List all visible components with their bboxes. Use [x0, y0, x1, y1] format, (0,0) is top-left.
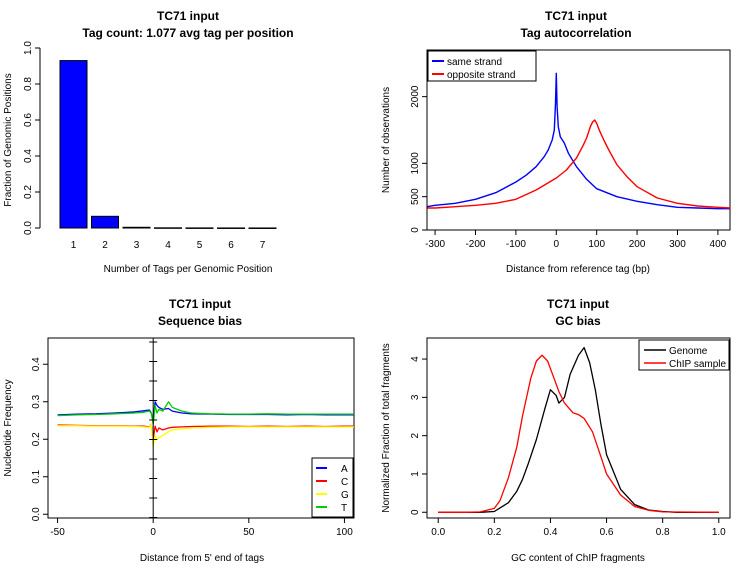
autocorr-x-tick-label: -300	[425, 239, 445, 250]
seqbias-x-tick-label: 0	[150, 527, 156, 538]
gcbias-y-label: Normalized Fraction of total fragments	[381, 343, 392, 513]
gcbias-x-tick-label: 0.6	[600, 527, 614, 538]
gcbias-subtitle: GC bias	[555, 314, 601, 328]
seqbias-y-tick-label: 0.3	[31, 394, 42, 408]
autocorr-y-tick-label: 2000	[410, 85, 421, 108]
gcbias-marks: 0.0 0.2 0.4 0.6 0.8 1.0 0 1 2 3 4	[410, 346, 726, 538]
autocorr-legend: same strand opposite strand	[427, 50, 537, 82]
autocorr-title: TC71 input	[545, 9, 607, 23]
gcbias-y-tick-label: 4	[410, 356, 421, 362]
autocorr-series-opposite-strand	[427, 119, 731, 209]
panel-sequence-bias: TC71 input Sequence bias Distance from 5…	[3, 297, 355, 564]
gcbias-x-tick-label: 0.4	[543, 527, 557, 538]
autocorr-x-tick-label: 200	[629, 239, 646, 250]
legend-label-c: C	[341, 477, 348, 488]
legend-label-t: T	[341, 503, 347, 514]
tagcount-y-tick-label: 1.0	[23, 41, 34, 55]
autocorr-y-label: Number of observations	[381, 87, 392, 193]
seqbias-y-tick-label: 0.0	[31, 507, 42, 521]
seqbias-subtitle: Sequence bias	[158, 314, 242, 328]
bar-6	[217, 227, 245, 229]
autocorr-x-tick-label: 300	[669, 239, 686, 250]
tagcount-title: TC71 input	[157, 9, 219, 23]
panel-tag-count: TC71 input Tag count: 1.077 avg tag per …	[3, 9, 294, 275]
bar-1	[59, 60, 88, 229]
tagcount-x-tick-label: 3	[134, 240, 140, 251]
legend-label-chip-sample: ChIP sample	[669, 359, 727, 370]
gcbias-series-genome	[438, 346, 719, 513]
tagcount-y-tick-label: 0.6	[23, 113, 34, 127]
autocorr-x-tick-label: 0	[553, 239, 559, 250]
legend-label-g: G	[341, 490, 349, 501]
panel-autocorrelation: TC71 input Tag autocorrelation Distance …	[381, 9, 731, 275]
autocorr-series-same-strand	[426, 72, 730, 210]
gcbias-y-tick-label: 2	[410, 432, 421, 438]
tagcount-y-tick-label: 0.2	[23, 185, 34, 199]
autocorr-y-tick-label: 0	[410, 227, 421, 233]
gcbias-series-chip-sample	[438, 354, 719, 513]
bar-2	[91, 215, 119, 229]
gcbias-x-tick-label: 0.2	[487, 527, 501, 538]
seqbias-x-label: Distance from 5' end of tags	[140, 553, 264, 564]
bar-5	[185, 227, 214, 229]
tagcount-y-label: Fraction of Genomic Positions	[3, 73, 14, 206]
seqbias-marks: -50 0 50 100 0.0 0.1 0.2 0.3 0.4	[31, 338, 354, 538]
gcbias-legend-box	[638, 339, 730, 371]
seqbias-y-tick-label: 0.1	[31, 469, 42, 483]
gcbias-y-tick-label: 3	[410, 394, 421, 400]
autocorr-x-tick-label: -200	[465, 239, 485, 250]
legend-label-a: A	[341, 464, 348, 475]
panel-gc-bias: TC71 input GC bias GC content of ChIP fr…	[381, 297, 731, 564]
autocorr-x-tick-label: 400	[710, 239, 727, 250]
tagcount-y-tick-label: 0.4	[23, 149, 34, 163]
seqbias-y-tick-label: 0.2	[31, 432, 42, 446]
gcbias-y-tick-label: 1	[410, 471, 421, 477]
gcbias-y-tick-label: 0	[410, 509, 421, 515]
tagcount-x-tick-label: 6	[228, 240, 234, 251]
tagcount-x-tick-label: 2	[102, 240, 108, 251]
bar-7	[248, 227, 277, 229]
gcbias-x-label: GC content of ChIP fragments	[511, 553, 645, 564]
gcbias-title: TC71 input	[547, 297, 609, 311]
seqbias-x-tick-label: -50	[50, 527, 65, 538]
legend-label-opposite-strand: opposite strand	[447, 70, 515, 81]
seqbias-x-tick-label: 100	[336, 527, 353, 538]
gcbias-x-tick-label: 1.0	[712, 527, 726, 538]
seqbias-series-t	[57, 401, 354, 425]
seqbias-y-tick-label: 0.4	[31, 357, 42, 371]
gcbias-x-tick-label: 0.8	[656, 527, 670, 538]
legend-label-genome: Genome	[669, 346, 708, 357]
tagcount-y-tick-label: 0.8	[23, 77, 34, 91]
tagcount-x-tick-label: 5	[197, 240, 203, 251]
autocorr-y-tick-label: 500	[410, 188, 421, 205]
bar-3	[122, 226, 151, 229]
seqbias-title: TC71 input	[169, 297, 231, 311]
gcbias-x-tick-label: 0.0	[431, 527, 445, 538]
autocorr-x-label: Distance from reference tag (bp)	[506, 264, 650, 275]
autocorr-x-tick-label: -100	[506, 239, 526, 250]
legend-label-same-strand: same strand	[447, 57, 502, 68]
tagcount-x-label: Number of Tags per Genomic Position	[104, 264, 273, 275]
autocorr-subtitle: Tag autocorrelation	[520, 26, 631, 40]
autocorr-x-tick-label: 100	[588, 239, 605, 250]
tagcount-marks: 1 2 3 4 5 6 7 0.0 0.2 0.4 0.6 0.8 1.0	[23, 41, 277, 251]
seqbias-series-g	[57, 423, 354, 448]
seqbias-y-label: Nucleotide Frequency	[3, 379, 14, 476]
seqbias-legend: A C G T	[311, 457, 354, 518]
autocorr-y-tick-label: 1000	[410, 152, 421, 175]
gcbias-legend: Genome ChIP sample	[638, 339, 730, 371]
autocorr-marks: -300 -200 -100 0 100 200 300 400 0 500 1000 2000	[410, 72, 731, 250]
tagcount-x-tick-label: 4	[165, 240, 171, 251]
tagcount-subtitle: Tag count: 1.077 avg tag per position	[82, 26, 293, 40]
bar-4	[154, 227, 182, 229]
seqbias-x-tick-label: 50	[243, 527, 255, 538]
tagcount-x-tick-label: 1	[71, 240, 77, 251]
autocorr-legend-box	[427, 50, 537, 82]
tagcount-x-tick-label: 7	[260, 240, 266, 251]
tagcount-y-tick-label: 0.0	[23, 221, 34, 235]
seqbias-series-a	[57, 401, 354, 422]
